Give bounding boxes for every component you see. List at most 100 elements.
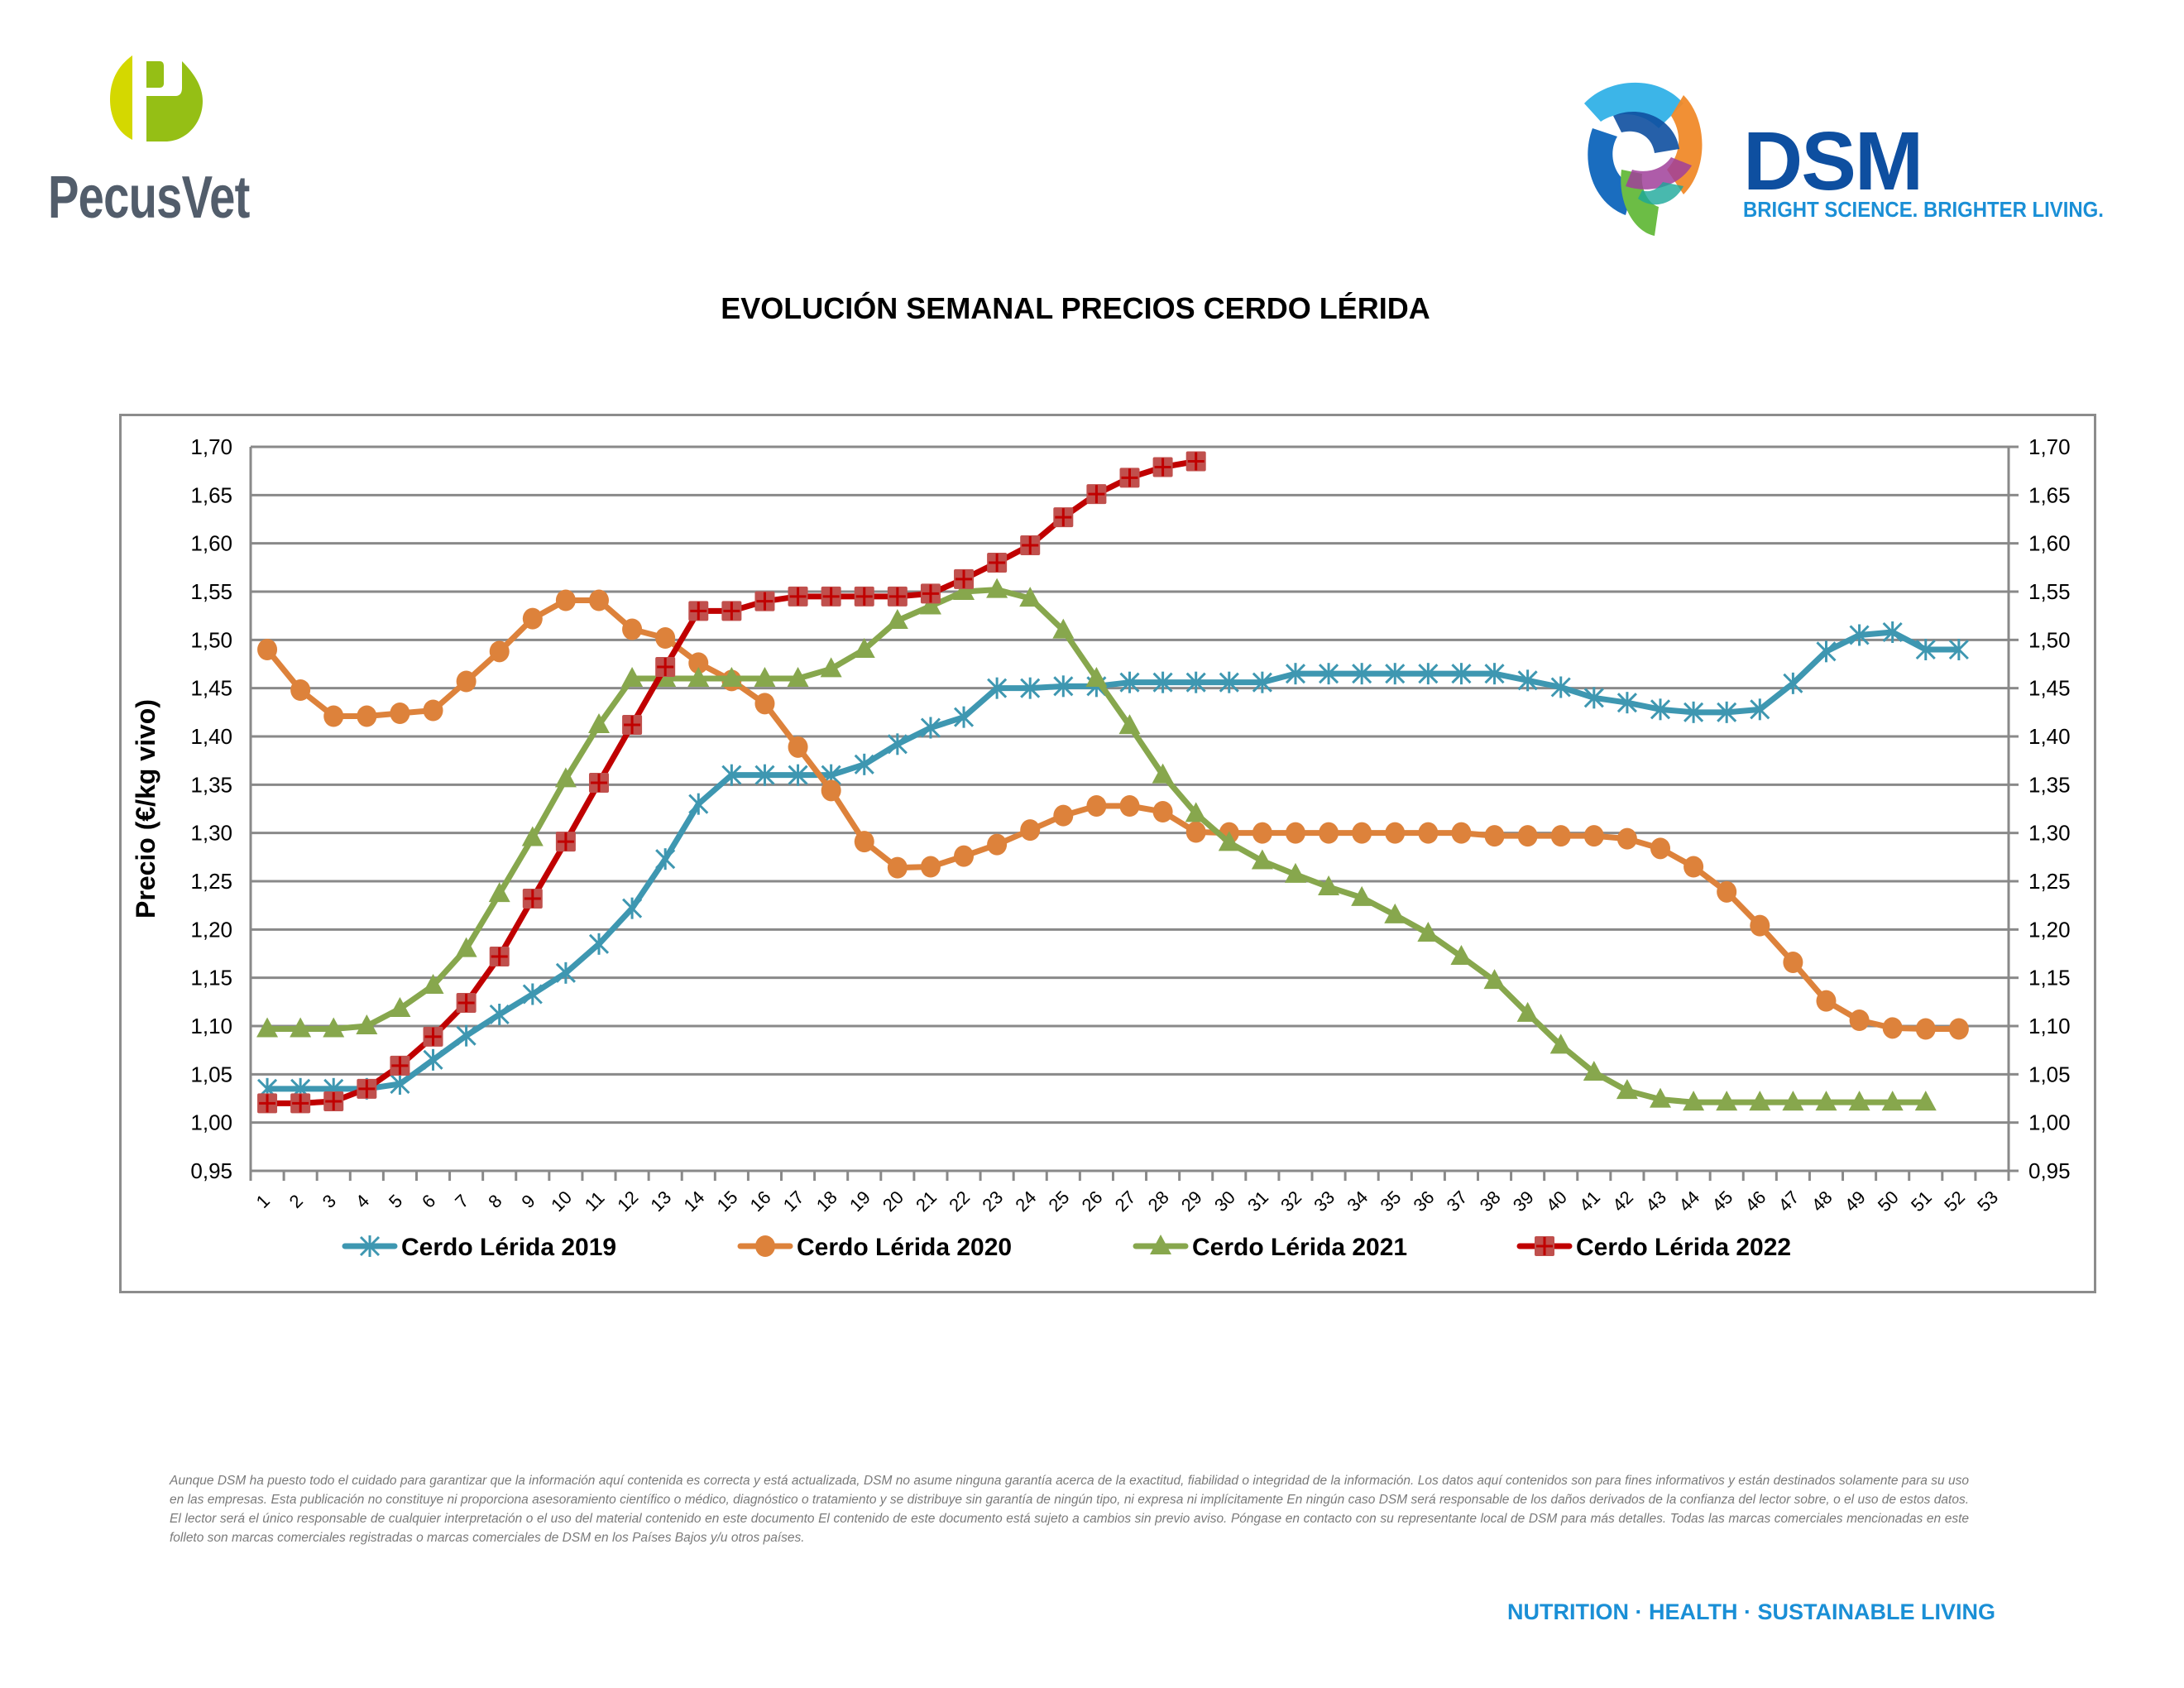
legend-marker xyxy=(755,1235,775,1257)
legend-item: Cerdo Lérida 2020 xyxy=(737,1234,1012,1261)
data-point xyxy=(622,897,643,919)
data-point xyxy=(290,1017,312,1038)
data-point xyxy=(1782,1091,1804,1111)
x-tick-label: 41 xyxy=(1575,1187,1604,1216)
data-point xyxy=(1152,763,1174,784)
data-point xyxy=(1152,671,1173,693)
dsm-logo-text: DSM xyxy=(1743,115,1923,208)
data-point xyxy=(1019,587,1042,607)
y-tick-label: 1,10 xyxy=(190,1014,232,1038)
x-tick-label: 48 xyxy=(1808,1187,1837,1216)
x-tick-label: 31 xyxy=(1243,1187,1272,1216)
data-point xyxy=(1484,825,1505,847)
legend-label: Cerdo Lérida 2019 xyxy=(401,1234,616,1261)
data-point xyxy=(522,983,543,1005)
data-point xyxy=(688,652,709,674)
data-point xyxy=(1650,1087,1672,1108)
data-point xyxy=(1384,903,1406,923)
data-point xyxy=(854,831,874,853)
data-point xyxy=(1152,801,1173,822)
data-point xyxy=(655,657,676,677)
y2-tick-label: 1,10 xyxy=(2028,1014,2071,1038)
x-tick-label: 32 xyxy=(1276,1187,1305,1216)
data-point xyxy=(456,1024,477,1047)
data-point xyxy=(1616,692,1637,714)
data-point xyxy=(1583,825,1604,847)
data-point xyxy=(1086,484,1107,505)
y-tick-label: 1,60 xyxy=(190,531,232,556)
data-point xyxy=(357,1078,377,1099)
data-point xyxy=(323,1017,345,1038)
data-point xyxy=(1550,676,1571,698)
y2-tick-label: 1,40 xyxy=(2028,724,2071,749)
data-point xyxy=(1053,675,1074,698)
data-point xyxy=(1914,1091,1937,1111)
data-point xyxy=(522,889,543,909)
page-title: EVOLUCIÓN SEMANAL PRECIOS CERDO LÉRIDA xyxy=(721,291,1430,325)
y2-tick-label: 1,65 xyxy=(2028,482,2071,507)
x-tick-label: 50 xyxy=(1874,1187,1903,1216)
data-point xyxy=(1053,507,1074,528)
data-point xyxy=(1385,822,1406,844)
data-point xyxy=(754,693,775,715)
data-point xyxy=(1185,671,1206,693)
data-point xyxy=(1516,1001,1539,1022)
data-point xyxy=(1783,672,1803,694)
x-tick-label: 13 xyxy=(646,1187,675,1216)
y-axis-title: Precio (€/kg vivo) xyxy=(131,699,160,918)
data-point xyxy=(1020,819,1041,842)
y2-tick-label: 1,15 xyxy=(2028,966,2071,990)
data-point xyxy=(953,580,975,600)
series-line xyxy=(265,597,1959,1032)
x-tick-label: 49 xyxy=(1841,1187,1870,1216)
data-point xyxy=(1948,639,1969,660)
data-point xyxy=(1352,663,1372,685)
x-tick-label: 26 xyxy=(1078,1187,1107,1216)
x-tick-label: 44 xyxy=(1674,1187,1703,1216)
data-point xyxy=(489,947,510,966)
data-point xyxy=(986,578,1008,598)
data-point xyxy=(423,699,443,722)
data-point xyxy=(1285,822,1305,844)
legend-item: Cerdo Lérida 2019 xyxy=(342,1234,616,1261)
data-point xyxy=(887,586,908,607)
data-point xyxy=(954,568,975,589)
data-point xyxy=(356,1014,378,1034)
y2-tick-label: 1,60 xyxy=(2028,531,2071,556)
data-point xyxy=(887,733,908,755)
y2-tick-label: 1,30 xyxy=(2028,821,2071,846)
data-point xyxy=(622,715,643,735)
y-tick-label: 1,20 xyxy=(190,917,232,942)
x-tick-label: 23 xyxy=(978,1187,1007,1216)
data-point xyxy=(588,589,609,611)
data-point xyxy=(489,640,510,663)
dsm-swirl-icon xyxy=(1584,82,1703,236)
x-tick-label: 25 xyxy=(1045,1187,1074,1216)
x-tick-label: 12 xyxy=(613,1187,642,1216)
legend-marker xyxy=(359,1235,381,1257)
data-point xyxy=(688,601,709,621)
x-tick-label: 10 xyxy=(547,1187,576,1216)
data-point xyxy=(754,667,776,687)
data-point xyxy=(1085,667,1108,687)
data-point xyxy=(920,583,941,604)
y2-tick-label: 1,55 xyxy=(2028,579,2071,604)
x-tick-label: 52 xyxy=(1940,1187,1969,1216)
price-line-chart: 0,95 0,95 1,00 1,00 1,05 1,05 1,10 1,10 1,15 1,15… xyxy=(131,434,2071,1261)
data-point xyxy=(1185,802,1207,822)
data-point xyxy=(1118,714,1141,735)
x-tick-label: 27 xyxy=(1111,1187,1140,1216)
x-tick-label: 15 xyxy=(713,1187,742,1216)
data-point xyxy=(1550,825,1571,847)
x-tick-label: 18 xyxy=(812,1187,841,1216)
data-point xyxy=(821,779,841,802)
data-point xyxy=(1252,671,1272,693)
data-point xyxy=(1749,1091,1771,1111)
x-tick-label: 37 xyxy=(1443,1187,1472,1216)
data-point xyxy=(1251,849,1273,870)
pecusvet-logo: PecusVet xyxy=(48,50,280,232)
data-point xyxy=(854,753,874,775)
data-point xyxy=(688,793,709,815)
data-point xyxy=(1650,698,1671,721)
data-point xyxy=(1284,862,1306,883)
